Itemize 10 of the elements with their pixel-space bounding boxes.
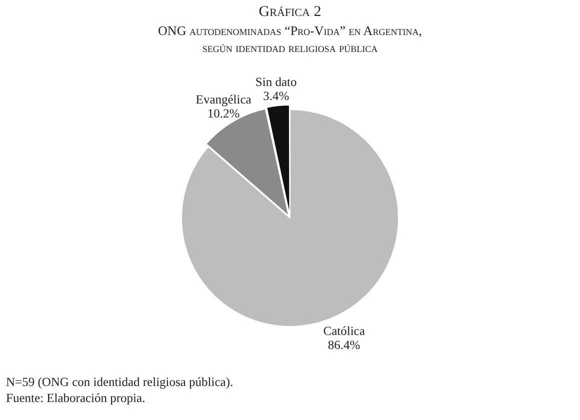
data-label: 86.4%: [328, 338, 360, 352]
chart-title: Gráfica 2: [258, 4, 322, 21]
data-label: 3.4%: [263, 89, 290, 104]
slice-label: Sin dato: [255, 75, 297, 90]
slice-label: Evangélica: [196, 92, 252, 107]
source-note: Fuente: Elaboración propia.: [6, 390, 146, 406]
slice-label: Católica: [323, 324, 366, 338]
text: N=59 (ONG con identidad religiosa pública).: [6, 374, 234, 390]
data-label: 10.2%: [207, 106, 240, 121]
chart-subtitle: ONG autodenominadas “Pro-Vida” en Argentina, según identidad religiosa pública: [157, 22, 423, 56]
